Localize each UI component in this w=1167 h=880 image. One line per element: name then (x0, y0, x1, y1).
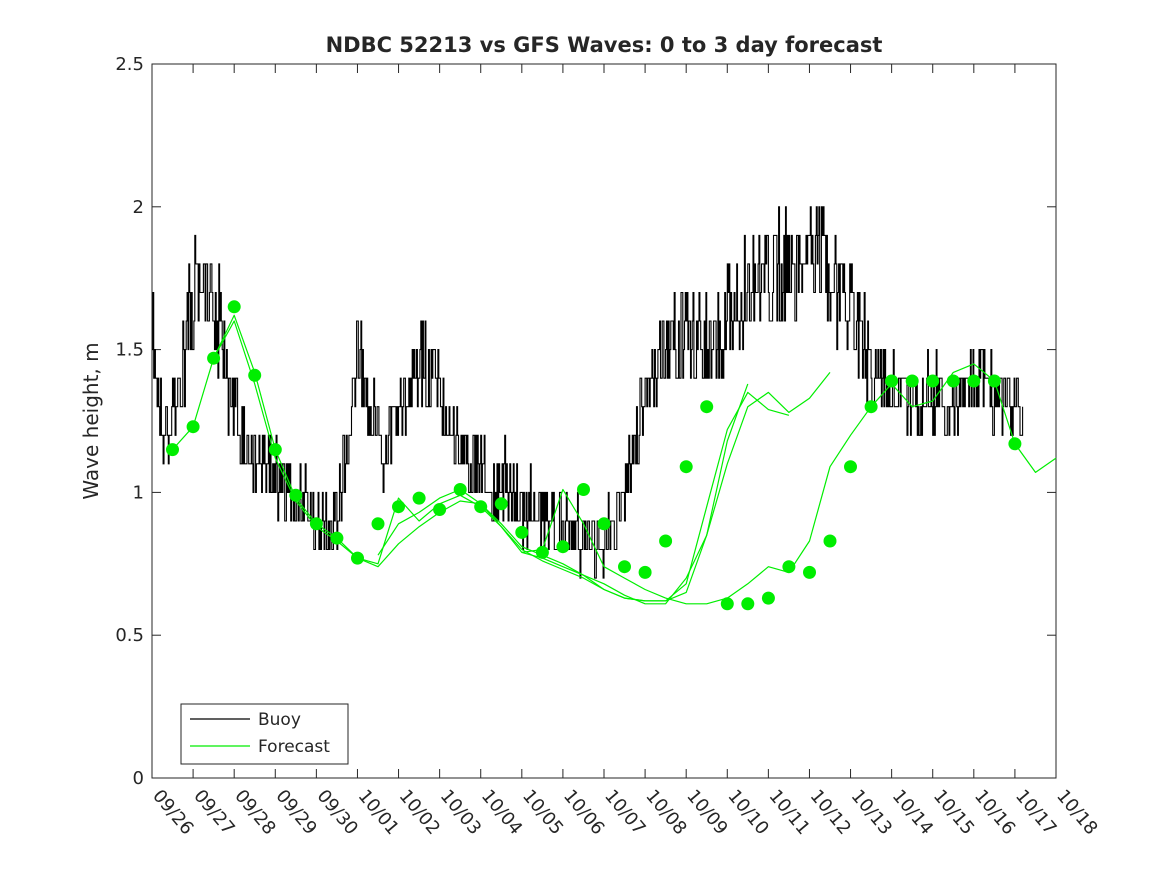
y-tick-label: 0.5 (115, 625, 144, 646)
forecast-marker (823, 534, 837, 548)
y-tick-label: 1.5 (115, 340, 144, 361)
forecast-marker (556, 540, 570, 554)
y-tick-label: 0 (133, 768, 144, 789)
forecast-marker (371, 517, 385, 531)
forecast-marker (433, 503, 447, 516)
forecast-marker (186, 420, 200, 434)
forecast-marker (227, 300, 241, 314)
forecast-marker (967, 374, 981, 388)
forecast-marker (761, 591, 775, 605)
forecast-marker (700, 400, 714, 414)
forecast-marker (535, 545, 549, 559)
forecast-marker (844, 460, 857, 474)
forecast-marker (412, 491, 426, 505)
forecast-marker (597, 517, 611, 531)
forecast-line (377, 372, 831, 605)
forecast-marker (453, 483, 467, 496)
y-tick-label: 2 (133, 197, 144, 218)
forecast-marker (330, 531, 344, 545)
forecast-markers (166, 300, 1022, 611)
y-tick-label: 2.5 (115, 54, 144, 75)
forecast-marker (946, 374, 960, 388)
forecast-marker (207, 351, 221, 365)
forecast-marker (803, 565, 816, 579)
forecast-marker (248, 368, 262, 382)
forecast-marker (351, 551, 364, 565)
y-axis-label: Wave height, m (79, 342, 103, 499)
y-tick-label: 1 (133, 482, 144, 503)
forecast-marker (659, 534, 673, 548)
forecast-marker (515, 525, 529, 539)
forecast-marker (864, 400, 878, 414)
forecast-marker (618, 560, 631, 574)
legend-buoy-label: Buoy (258, 710, 301, 730)
forecast-marker (392, 500, 405, 514)
forecast-marker (577, 483, 590, 496)
forecast-marker (885, 374, 899, 388)
y-axis: 0 0.5 1 1.5 2 2.5 (115, 54, 1056, 789)
legend-forecast-label: Forecast (258, 737, 330, 757)
forecast-line (213, 320, 790, 602)
forecast-marker (905, 374, 919, 388)
forecast-marker (474, 500, 488, 514)
plot-frame (151, 63, 1057, 779)
legend-box (180, 703, 349, 765)
forecast-marker (926, 374, 940, 388)
forecast-marker (494, 497, 508, 511)
forecast-marker (309, 517, 323, 531)
forecast-marker (268, 443, 282, 457)
legend: Buoy Forecast (180, 703, 349, 765)
forecast-marker (987, 374, 1001, 388)
forecast-marker (720, 597, 734, 611)
forecast-marker (166, 443, 179, 457)
forecast-marker (1008, 437, 1022, 451)
forecast-marker (782, 560, 796, 574)
forecast-marker (679, 460, 693, 474)
forecast-marker (638, 565, 652, 579)
forecast-marker (289, 488, 303, 502)
chart-title: NDBC 52213 vs GFS Waves: 0 to 3 day fore… (326, 33, 883, 57)
plot-area (151, 63, 1057, 779)
forecast-marker (741, 597, 755, 611)
